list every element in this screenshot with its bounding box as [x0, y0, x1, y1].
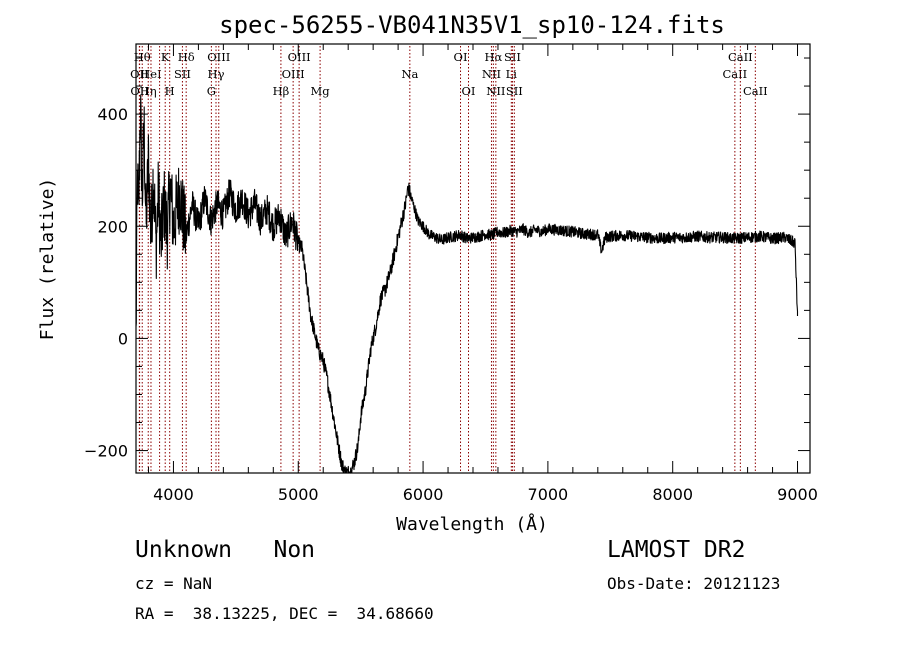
- x-tick-label-0: 4000: [153, 485, 194, 504]
- line-marker-label-3: Hη: [140, 84, 157, 98]
- coordinates: RA = 38.13225, DEC = 34.68660: [135, 604, 434, 623]
- x-tick-label-2: 6000: [403, 485, 444, 504]
- line-marker-label-11: Hγ: [208, 67, 225, 81]
- x-tick-label-3: 7000: [528, 485, 569, 504]
- line-marker-label-26: CaII: [722, 67, 747, 81]
- plot-frame: [135, 43, 811, 474]
- line-marker-label-1: OII: [130, 84, 149, 98]
- line-marker-label-21: Hα: [484, 50, 502, 64]
- line-marker-label-22: NII: [486, 84, 505, 98]
- line-marker-label-18: OI: [454, 50, 468, 64]
- line-marker-label-2: Hθ: [134, 50, 151, 64]
- line-marker-label-12: OIII: [207, 50, 230, 64]
- line-marker-label-19: OI: [462, 84, 476, 98]
- plot-axes: [135, 43, 811, 474]
- y-tick-label-0: −200: [84, 442, 128, 461]
- x-tick-label-4: 8000: [652, 485, 693, 504]
- y-axis-label: Flux (relative): [37, 178, 58, 341]
- x-axis-label: Wavelength (Å): [396, 513, 548, 535]
- y-tick-label-1: 0: [118, 329, 128, 348]
- obs-date: Obs-Date: 20121123: [607, 574, 781, 593]
- survey-label: LAMOST DR2: [607, 537, 746, 563]
- line-marker-label-15: OIII: [288, 50, 311, 64]
- line-marker-label-10: G: [207, 84, 216, 98]
- x-tick-label-5: 9000: [777, 485, 818, 504]
- y-tick-label-2: 200: [97, 217, 128, 236]
- axis-ticks: 4000 5000 6000 7000 8000 9000 −200 0 200 400: [84, 44, 818, 504]
- line-marker-label-16: Mg: [311, 84, 331, 98]
- spectrum-line: [135, 95, 799, 474]
- emission-line-markers: OIIOIIHθHηHeIKHSIIHδGHγOIIIHβOIIIOIIIMgN…: [130, 46, 768, 473]
- line-marker-label-13: Hβ: [273, 84, 290, 98]
- line-marker-label-6: K: [161, 50, 170, 64]
- line-marker-label-4: HeI: [140, 67, 161, 81]
- line-marker-label-25: SII: [506, 84, 523, 98]
- line-marker-label-14: OIII: [282, 67, 305, 81]
- x-tick-label-1: 5000: [278, 485, 319, 504]
- line-marker-label-17: Na: [401, 67, 418, 81]
- spectrum-series: [135, 95, 799, 474]
- line-marker-label-24: SII: [504, 50, 521, 64]
- chart-title: spec-56255-VB041N35V1_sp10-124.fits: [219, 11, 725, 39]
- y-tick-label-3: 400: [97, 105, 128, 124]
- cz-value: cz = NaN: [135, 574, 213, 593]
- line-marker-label-23: Li: [506, 67, 518, 81]
- object-class-label: Unknown Non: [135, 537, 316, 563]
- line-marker-label-20: NII: [482, 67, 501, 81]
- line-marker-label-7: H: [165, 84, 175, 98]
- line-marker-label-28: CaII: [743, 84, 768, 98]
- line-marker-label-27: CaII: [728, 50, 753, 64]
- line-marker-label-8: SII: [174, 67, 191, 81]
- line-marker-label-9: Hδ: [178, 50, 195, 64]
